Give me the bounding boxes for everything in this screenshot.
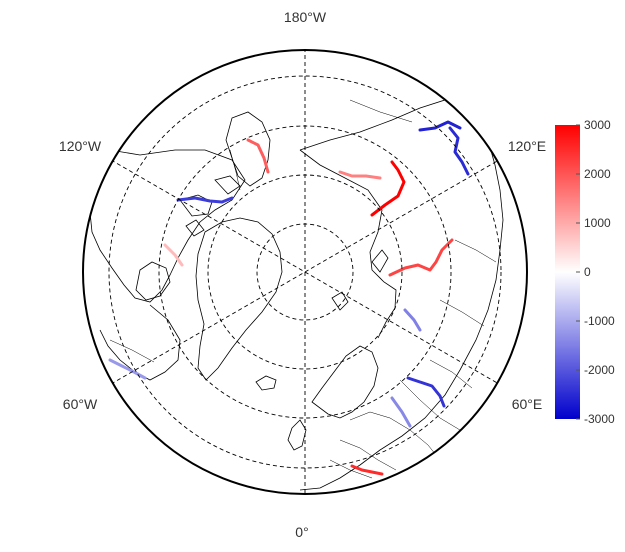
river-ob bbox=[388, 238, 454, 277]
lon-label-lower-left: 60°W bbox=[63, 396, 98, 412]
meridian-120 bbox=[110, 159, 500, 385]
river-st-lawrence bbox=[108, 358, 147, 380]
river-nelson bbox=[163, 243, 184, 267]
colorbar-tick-label: 0 bbox=[584, 265, 591, 279]
scandinavia-coast bbox=[311, 345, 379, 419]
colorbar-gradient bbox=[555, 125, 580, 419]
river-kolyma bbox=[338, 170, 382, 180]
colorbar: 3000 2000 1000 0 -1000 -2000 -3000 bbox=[555, 118, 615, 426]
british-isles-coast bbox=[287, 419, 307, 451]
river-pechora bbox=[403, 308, 422, 332]
lon-label-upper-right: 120°E bbox=[508, 138, 546, 154]
colorbar-tick-label: 2000 bbox=[584, 167, 611, 181]
river-dnieper bbox=[390, 396, 412, 428]
map-boundary bbox=[82, 49, 528, 495]
river-mackenzie bbox=[176, 196, 234, 204]
river-yukon bbox=[246, 138, 270, 174]
lon-label-bottom: 0° bbox=[295, 524, 308, 540]
greenland-coast bbox=[195, 217, 283, 381]
river-yenisei bbox=[370, 160, 406, 217]
iceland-coast bbox=[255, 375, 277, 391]
river-danube bbox=[350, 464, 384, 476]
north-america-coast bbox=[89, 149, 246, 303]
river-layer bbox=[108, 120, 470, 476]
colorbar-tick-label: -3000 bbox=[584, 412, 615, 426]
river-volga bbox=[406, 376, 446, 408]
lon-label-upper-left: 120°W bbox=[59, 138, 102, 154]
arctic-islands bbox=[179, 175, 241, 237]
lon-label-top: 180°W bbox=[284, 9, 327, 25]
colorbar-tick-label: 3000 bbox=[584, 118, 611, 132]
lon-label-lower-right: 60°E bbox=[512, 396, 543, 412]
svalbard-coast bbox=[331, 291, 349, 311]
colorbar-tick-label: -1000 bbox=[584, 314, 615, 328]
labrador-coast bbox=[99, 304, 181, 381]
colorbar-ticks: 3000 2000 1000 0 -1000 -2000 -3000 bbox=[576, 118, 615, 426]
siberia-coast bbox=[299, 149, 397, 339]
eurasia-coast bbox=[299, 99, 504, 491]
map-disk bbox=[89, 50, 504, 494]
graticule bbox=[108, 50, 502, 494]
longitude-labels: 180°W 120°W 120°E 60°W 60°E 0° bbox=[59, 9, 546, 540]
latitude-circle-50 bbox=[108, 75, 502, 469]
colorbar-tick-label: 1000 bbox=[584, 216, 611, 230]
river-amur bbox=[418, 120, 462, 132]
colorbar-tick-label: -2000 bbox=[584, 363, 615, 377]
novaya-zemlya-coast bbox=[371, 249, 389, 273]
country-borders bbox=[109, 99, 497, 479]
alaska-coast bbox=[225, 111, 271, 187]
hudson-bay-coast bbox=[135, 261, 171, 301]
river-lena bbox=[448, 126, 470, 176]
